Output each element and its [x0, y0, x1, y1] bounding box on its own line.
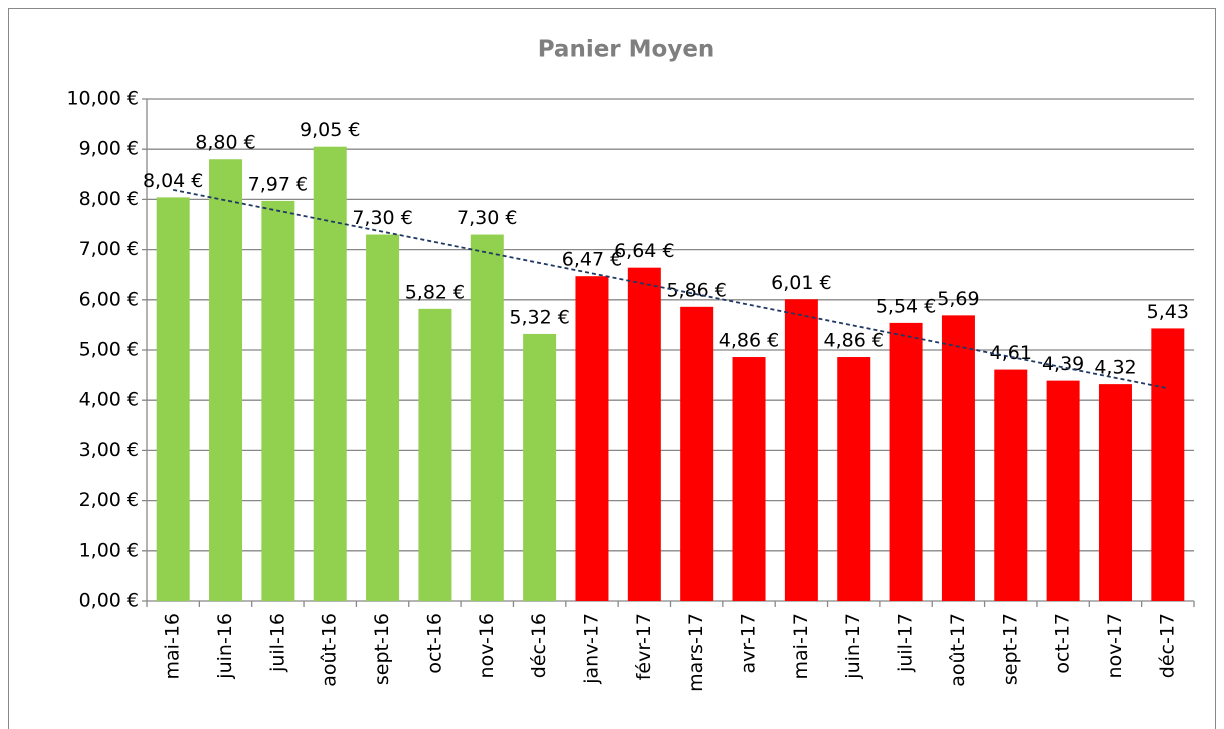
- y-tick-label: 2,00 €: [79, 489, 139, 511]
- x-tick-label: janv-17: [580, 613, 602, 685]
- x-tick-label: nov-16: [476, 613, 498, 678]
- y-tick-label: 5,00 €: [79, 339, 139, 361]
- value-label: 4,32: [1094, 357, 1136, 379]
- value-label: 8,80 €: [195, 132, 255, 154]
- x-tick-label: oct-17: [1052, 613, 1074, 674]
- x-tick-label: sept-16: [371, 613, 393, 685]
- value-label: 6,47 €: [562, 249, 622, 271]
- bar: [470, 234, 504, 602]
- y-tick-label: 9,00 €: [79, 138, 139, 160]
- bar: [1151, 328, 1185, 601]
- y-tick-label: 3,00 €: [79, 439, 139, 461]
- bar: [418, 308, 452, 601]
- bar: [941, 315, 975, 601]
- y-tick-label: 0,00 €: [79, 590, 139, 612]
- chart-title: Panier Moyen: [538, 37, 715, 63]
- bar: [784, 299, 818, 601]
- value-label: 5,86 €: [666, 279, 726, 301]
- y-tick-label: 7,00 €: [79, 238, 139, 260]
- x-tick-label: nov-17: [1104, 613, 1126, 678]
- value-label: 7,30 €: [352, 207, 412, 229]
- x-tick-label: août-16: [319, 613, 341, 687]
- bar: [680, 306, 714, 601]
- value-label: 5,82 €: [405, 281, 465, 303]
- trend-line: [172, 188, 1169, 390]
- value-label: 8,04 €: [143, 170, 203, 192]
- x-tick-label: juil-16: [266, 613, 288, 673]
- x-tick-label: juil-17: [895, 613, 917, 673]
- bar: [889, 322, 923, 601]
- x-tick-label: oct-16: [423, 613, 445, 674]
- bar: [837, 357, 871, 601]
- y-tick-label: 1,00 €: [79, 539, 139, 561]
- bar: [156, 197, 190, 601]
- bar: [313, 146, 347, 601]
- bar: [732, 357, 766, 601]
- value-label: 5,43: [1147, 301, 1189, 323]
- value-label: 5,69: [937, 288, 979, 310]
- bar: [523, 333, 557, 601]
- y-tick-label: 8,00 €: [79, 188, 139, 210]
- bar: [209, 159, 243, 602]
- value-label: 7,97 €: [248, 173, 308, 195]
- x-tick-label: déc-17: [1156, 613, 1178, 678]
- value-label: 5,54 €: [876, 295, 936, 317]
- x-tick-label: juin-16: [214, 613, 236, 680]
- value-label: 4,86 €: [719, 330, 779, 352]
- y-tick-label: 4,00 €: [79, 389, 139, 411]
- bar: [1098, 384, 1132, 601]
- bar: [366, 234, 400, 602]
- bar: [627, 267, 661, 601]
- x-tick-label: mars-17: [685, 613, 707, 692]
- x-tick-label: févr-17: [633, 613, 655, 680]
- value-label: 6,64 €: [614, 240, 674, 262]
- y-tick-label: 10,00 €: [66, 88, 139, 110]
- x-tick-label: mai-17: [790, 613, 812, 679]
- bar: [1046, 380, 1080, 601]
- x-tick-label: sept-17: [999, 613, 1021, 685]
- x-tick-label: avr-17: [738, 613, 760, 674]
- value-label: 5,32 €: [509, 306, 569, 328]
- value-label: 9,05 €: [300, 119, 360, 141]
- bar: [575, 276, 609, 601]
- x-tick-label: déc-16: [528, 613, 550, 678]
- y-tick-label: 6,00 €: [79, 288, 139, 310]
- value-label: 7,30 €: [457, 207, 517, 229]
- value-label: 6,01 €: [771, 272, 831, 294]
- x-tick-label: juin-17: [842, 613, 864, 680]
- x-tick-label: août-17: [947, 613, 969, 687]
- x-tick-label: mai-16: [162, 613, 184, 679]
- bar: [261, 200, 295, 601]
- value-label: 4,86 €: [824, 330, 884, 352]
- bar: [994, 369, 1028, 601]
